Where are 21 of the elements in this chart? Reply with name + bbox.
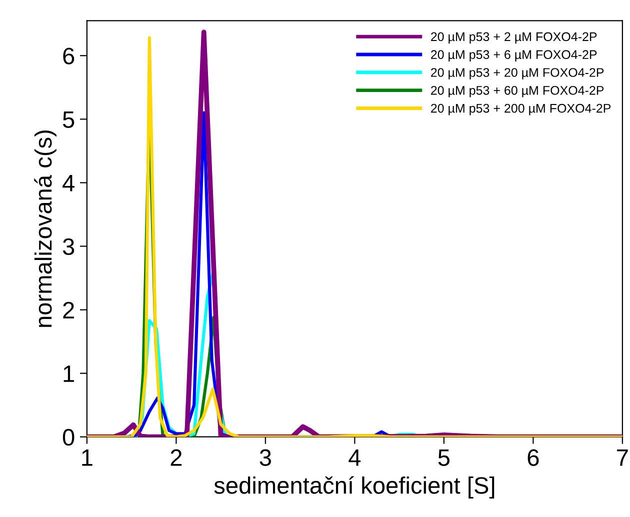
y-tick-label: 0 — [62, 428, 74, 446]
y-tick-label: 5 — [62, 111, 74, 128]
y-tick-label: 4 — [62, 175, 74, 192]
x-tick-label: 2 — [170, 449, 182, 466]
x-tick-label: 5 — [438, 450, 450, 466]
y-tick-label: 1 — [64, 366, 74, 382]
x-axis-title: sedimentační koeficient [S] — [214, 476, 494, 499]
y-tick-label: 3 — [62, 238, 74, 256]
legend-label: 20 µM p53 + 200 µM FOXO4-2P — [431, 104, 611, 116]
legend-label: 20 µM p53 + 6 µM FOXO4-2P — [431, 50, 597, 62]
x-tick-label: 3 — [260, 449, 271, 466]
legend-label: 20 µM p53 + 60 µM FOXO4-2P — [431, 86, 604, 98]
legend-label: 20 µM p53 + 2 µM FOXO4-2P — [431, 32, 597, 44]
x-tick-label: 1 — [82, 450, 92, 466]
x-tick-label: 6 — [528, 449, 539, 466]
y-axis-title: normalizovaná c(s) — [34, 130, 56, 327]
y-tick-label: 2 — [63, 302, 74, 318]
x-tick-label: 7 — [617, 450, 628, 466]
legend-label: 20 µM p53 + 20 µM FOXO4-2P — [431, 68, 604, 80]
x-tick-label: 4 — [348, 450, 361, 466]
y-tick-label: 6 — [63, 48, 74, 64]
